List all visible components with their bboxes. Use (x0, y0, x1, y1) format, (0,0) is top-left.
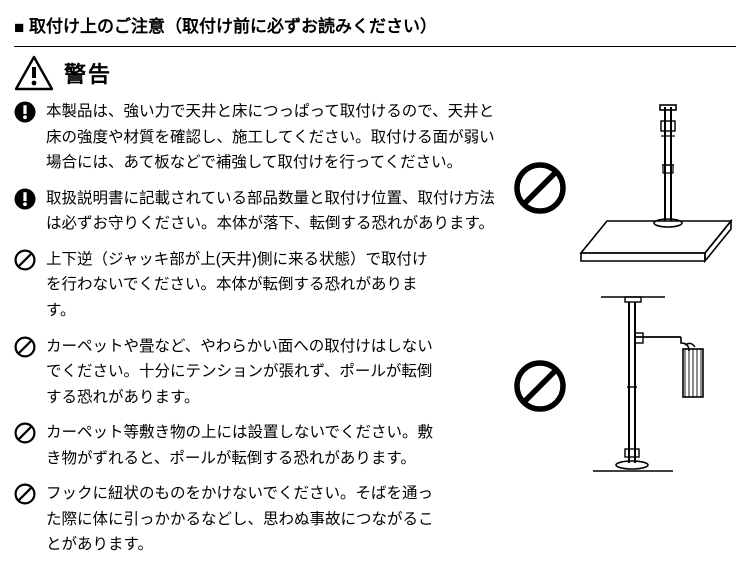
prohibit-circle-icon (14, 249, 36, 271)
figures-column (511, 99, 736, 568)
bullet-item: 上下逆（ジャッキ部が上(天井)側に来る状態）で取付けを行わないでください。本体が… (14, 247, 503, 324)
exclamation-circle-icon (14, 188, 36, 210)
prohibit-circle-icon (14, 483, 36, 505)
pole-with-hook-icon (573, 291, 723, 481)
warning-header: 警告 (14, 55, 736, 91)
prohibit-circle-icon (14, 483, 36, 505)
prohibit-circle-icon (14, 336, 36, 358)
bullet-text: フックに紐状のものをかけないでください。そばを通った際に体に引っかかるなどし、思… (46, 481, 441, 558)
prohibit-circle-icon (511, 357, 569, 415)
prohibit-circle-icon (14, 422, 36, 444)
section-title-text: 取付け上のご注意（取付け前に必ずお読みください） (29, 17, 437, 36)
prohibit-circle-icon (14, 249, 36, 271)
bullet-text: 本製品は、強い力で天井と床につっぱって取付けるので、天井と床の強度や材質を確認し… (46, 99, 503, 176)
bullet-text: 上下逆（ジャッキ部が上(天井)側に来る状態）で取付けを行わないでください。本体が… (46, 247, 441, 324)
bullet-text: カーペット等敷き物の上には設置しないでください。敷き物がずれると、ポールが転倒す… (46, 420, 441, 471)
divider (14, 46, 736, 47)
figure-hook (511, 291, 736, 481)
bullet-text: カーペットや畳など、やわらかい面への取付けはしないでください。十分にテンションが… (46, 334, 441, 411)
prohibit-circle-icon (511, 159, 569, 217)
bullet-text: 取扱説明書に記載されている部品数量と取付け位置、取付け方法は必ずお守りください。… (46, 186, 503, 237)
warning-triangle-icon (14, 55, 54, 91)
prohibit-circle-icon (14, 422, 36, 444)
content-row: 本製品は、強い力で天井と床につっぱって取付けるので、天井と床の強度や材質を確認し… (14, 99, 736, 568)
bullet-item: カーペット等敷き物の上には設置しないでください。敷き物がずれると、ポールが転倒す… (14, 420, 503, 471)
pole-on-mat-icon (573, 103, 733, 273)
square-bullet-icon: ■ (14, 18, 24, 38)
warning-label: 警告 (64, 57, 112, 89)
bullet-item: カーペットや畳など、やわらかい面への取付けはしないでください。十分にテンションが… (14, 334, 503, 411)
prohibit-circle-icon (14, 336, 36, 358)
bullet-item: フックに紐状のものをかけないでください。そばを通った際に体に引っかかるなどし、思… (14, 481, 503, 558)
exclamation-circle-icon (14, 101, 36, 123)
section-title: ■ 取付け上のご注意（取付け前に必ずお読みください） (14, 12, 736, 38)
page-root: ■ 取付け上のご注意（取付け前に必ずお読みください） 警告 本製品は、強い力で天… (0, 0, 750, 576)
exclamation-circle-icon (14, 101, 36, 123)
bullet-item: 取扱説明書に記載されている部品数量と取付け位置、取付け方法は必ずお守りください。… (14, 186, 503, 237)
exclamation-circle-icon (14, 188, 36, 210)
bullet-item: 本製品は、強い力で天井と床につっぱって取付けるので、天井と床の強度や材質を確認し… (14, 99, 503, 176)
figure-upside-down (511, 103, 736, 273)
bullet-list: 本製品は、強い力で天井と床につっぱって取付けるので、天井と床の強度や材質を確認し… (14, 99, 503, 568)
